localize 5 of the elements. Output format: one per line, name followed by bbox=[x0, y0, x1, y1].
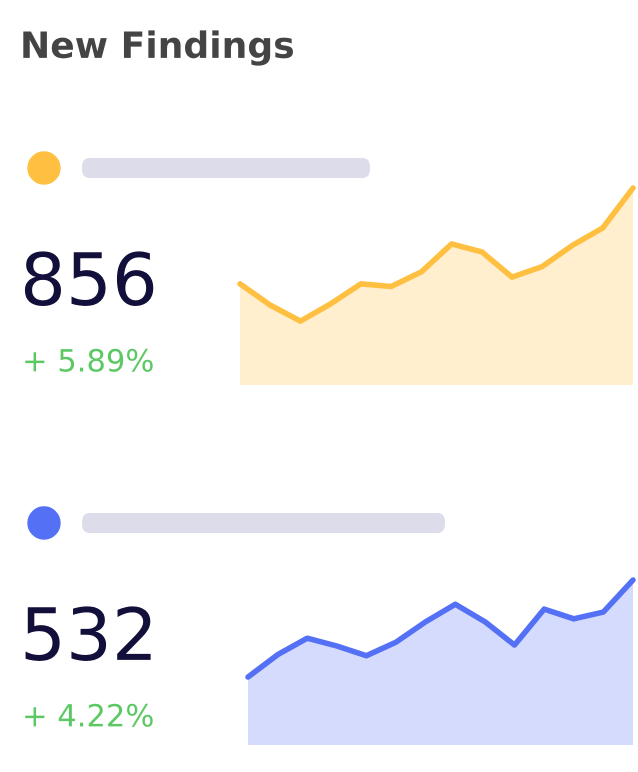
text: + 5.89% bbox=[25, 348, 153, 372]
text: + 4.22% bbox=[25, 704, 153, 727]
text: 856 bbox=[24, 251, 154, 306]
chart-title: New Findings bbox=[23, 30, 293, 66]
text: 532 bbox=[26, 606, 151, 661]
